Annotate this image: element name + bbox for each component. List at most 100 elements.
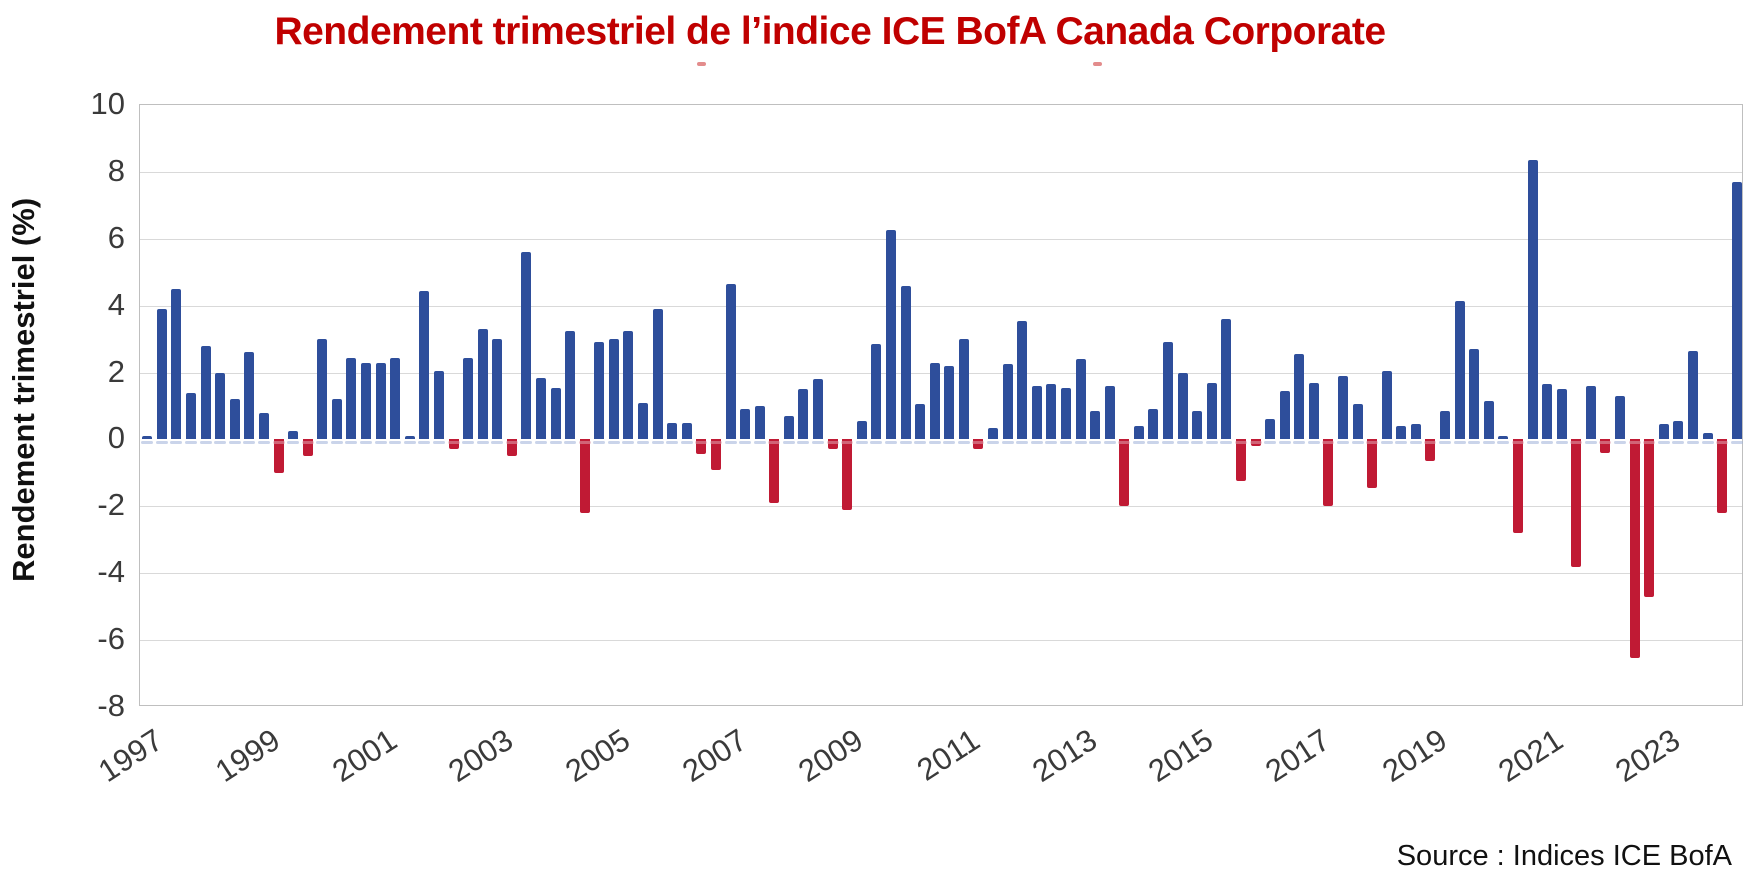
quarter-bar — [1673, 421, 1684, 440]
baseline-tick-dash — [403, 440, 416, 444]
quarter-bar — [769, 439, 780, 503]
quarter-bar — [448, 439, 459, 450]
quarter-bar — [1381, 370, 1392, 440]
baseline-tick-dash — [549, 440, 562, 444]
quarter-bar — [710, 439, 721, 470]
y-tick-label: 0 — [107, 420, 125, 456]
quarter-bar — [1687, 350, 1698, 440]
quarter-bar — [288, 431, 299, 440]
quarter-bar — [1031, 385, 1042, 440]
quarter-bar — [1148, 409, 1159, 440]
gridline — [140, 506, 1742, 508]
gridline — [140, 372, 1742, 374]
quarter-bar — [915, 404, 926, 440]
quarter-bar — [1177, 372, 1188, 440]
x-year-label: 2021 — [1492, 722, 1570, 789]
quarter-bar — [827, 439, 838, 450]
quarter-bar — [1352, 404, 1363, 440]
quarter-bar — [1192, 411, 1203, 440]
quarter-bar — [1104, 385, 1115, 440]
y-tick-label: 6 — [107, 219, 125, 255]
quarter-bar — [944, 365, 955, 440]
quarter-bar — [1338, 375, 1348, 440]
baseline-tick-dash — [1716, 440, 1729, 444]
baseline-tick-dash — [812, 440, 825, 444]
x-year-label: 2015 — [1142, 722, 1220, 789]
quarter-bar — [521, 252, 532, 440]
baseline-tick-dash — [651, 440, 664, 444]
quarter-bar — [652, 309, 663, 440]
quarter-bar — [1265, 419, 1276, 440]
baseline-tick-dash — [432, 440, 445, 444]
source-note: Source : Indices ICE BofA — [1396, 840, 1732, 872]
baseline-tick-dash — [1205, 440, 1218, 444]
quarter-bar — [1512, 439, 1523, 534]
quarter-bar — [1060, 387, 1071, 440]
x-year-label: 1997 — [92, 722, 170, 789]
quarter-bar — [608, 339, 619, 440]
baseline-tick-dash — [1628, 440, 1641, 444]
quarter-bar — [1294, 354, 1305, 440]
y-tick-label: -4 — [97, 554, 125, 590]
quarter-bar — [506, 439, 517, 457]
baseline-tick-dash — [578, 440, 591, 444]
baseline-tick-dash — [330, 440, 343, 444]
baseline-tick-dash — [1337, 440, 1349, 444]
quarter-bar — [302, 439, 313, 457]
baseline-tick-dash — [1001, 440, 1014, 444]
quarter-bar — [1133, 426, 1144, 440]
gridline — [140, 640, 1742, 642]
quarter-bar — [215, 372, 226, 440]
quarter-bar — [477, 329, 488, 440]
quarter-bar — [1702, 432, 1713, 440]
quarter-bar — [258, 412, 269, 440]
baseline-tick-dash — [199, 440, 212, 444]
gridline — [140, 171, 1742, 173]
quarter-bar — [244, 352, 255, 440]
quarter-bar — [1075, 359, 1086, 440]
x-year-label: 2007 — [675, 722, 753, 789]
baseline-tick-dash — [214, 440, 227, 444]
quarter-bar — [740, 409, 751, 440]
baseline-tick-dash — [1672, 440, 1685, 444]
baseline-tick-dash — [841, 440, 854, 444]
baseline-tick-dash — [1132, 440, 1145, 444]
y-tick-label: 8 — [107, 152, 125, 188]
quarter-bar — [885, 230, 896, 440]
baseline-tick-dash — [170, 440, 183, 444]
baseline-tick-dash — [316, 440, 329, 444]
quarter-bar — [419, 290, 430, 440]
quarter-bar — [681, 422, 692, 440]
baseline-tick-dash — [389, 440, 402, 444]
y-axis-title: Rendement trimestriel (%) — [6, 197, 41, 583]
baseline-tick-dash — [476, 440, 489, 444]
quarter-bar — [156, 309, 167, 440]
quarter-bar — [1323, 439, 1334, 507]
title-underline-artifact — [697, 62, 706, 66]
baseline-tick-dash — [243, 440, 256, 444]
baseline-tick-dash — [1686, 440, 1699, 444]
quarter-bar — [783, 416, 794, 440]
baseline-tick-dash — [1599, 440, 1612, 444]
quarter-bar — [433, 370, 444, 440]
y-tick-label: -6 — [97, 621, 125, 657]
baseline-tick-dash — [695, 440, 708, 444]
baseline-tick-dash — [607, 440, 620, 444]
baseline-tick-dash — [1278, 440, 1291, 444]
baseline-tick-dash — [1118, 440, 1131, 444]
x-year-label: 2005 — [559, 722, 636, 789]
quarter-bar — [1731, 181, 1742, 440]
quarter-bar — [1454, 300, 1465, 440]
baseline-tick-dash — [1089, 440, 1102, 444]
baseline-tick-dash — [1234, 440, 1247, 444]
quarter-bar — [1308, 382, 1319, 440]
y-tick-label: 10 — [90, 86, 125, 121]
baseline-tick-dash — [972, 440, 985, 444]
baseline-tick-dash — [1570, 440, 1583, 444]
baseline-tick-dash — [1030, 440, 1043, 444]
x-year-label: 2011 — [910, 722, 986, 788]
baseline-tick-dash — [141, 440, 154, 444]
baseline-tick-dash — [987, 440, 1000, 444]
quarter-bar — [565, 330, 576, 440]
baseline-tick-dash — [914, 440, 927, 444]
